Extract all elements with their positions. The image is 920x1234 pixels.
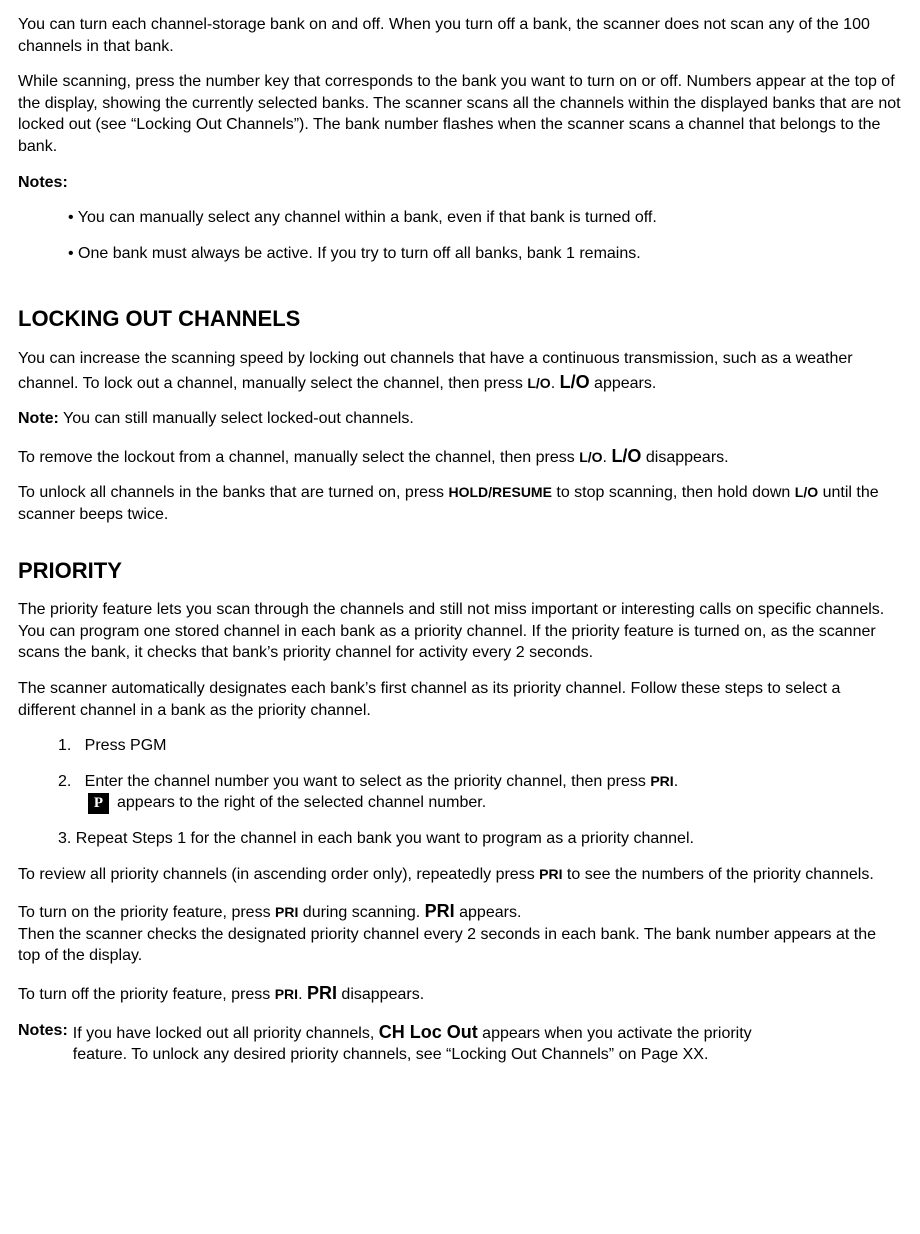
note-bullet-2: • One bank must always be active. If you…: [68, 243, 902, 265]
text-fragment: To remove the lockout from a channel, ma…: [18, 449, 579, 466]
text-fragment: 2. Enter the channel number you want to …: [58, 773, 650, 790]
locking-paragraph-1: You can increase the scanning speed by l…: [18, 348, 902, 394]
keycap-pri: PRI: [650, 773, 673, 789]
notes-list: • You can manually select any channel wi…: [68, 207, 902, 264]
text-fragment: to see the numbers of the priority chann…: [562, 866, 873, 883]
locking-paragraph-3: To unlock all channels in the banks that…: [18, 482, 902, 525]
text-fragment: If you have locked out all priority chan…: [73, 1025, 379, 1042]
keycap-pri: PRI: [275, 904, 298, 920]
text-fragment: To turn off the priority feature, press: [18, 986, 275, 1003]
locking-paragraph-2: To remove the lockout from a channel, ma…: [18, 444, 902, 469]
note-label: Note:: [18, 410, 59, 427]
heading-priority: PRIORITY: [18, 556, 902, 586]
display-indicator-pri: PRI: [425, 901, 455, 921]
priority-turn-on-paragraph-2: Then the scanner checks the designated p…: [18, 924, 902, 967]
notes-label: Notes:: [18, 1020, 68, 1066]
step-1: 1. Press PGM: [58, 735, 902, 757]
text-fragment: appears.: [590, 375, 657, 392]
keycap-lo: L/O: [579, 449, 602, 465]
display-indicator-pri: PRI: [307, 983, 337, 1003]
text-fragment: disappears.: [337, 986, 424, 1003]
text-fragment: To unlock all channels in the banks that…: [18, 484, 448, 501]
text-fragment: feature. To unlock any desired priority …: [73, 1044, 902, 1066]
note-bullet-1: • You can manually select any channel wi…: [68, 207, 902, 229]
text-fragment: during scanning.: [298, 904, 424, 921]
text-fragment: appears.: [455, 904, 522, 921]
heading-locking-out-channels: LOCKING OUT CHANNELS: [18, 304, 902, 334]
note-body: You can still manually select locked-out…: [59, 410, 414, 427]
keycap-pri: PRI: [275, 986, 298, 1002]
priority-p-icon: P: [88, 793, 109, 814]
notes-heading: Notes:: [18, 172, 902, 194]
keycap-pri: PRI: [539, 866, 562, 882]
priority-turn-on-paragraph: To turn on the priority feature, press P…: [18, 899, 902, 924]
document-page: You can turn each channel-storage bank o…: [0, 0, 920, 1234]
text-fragment: To review all priority channels (in asce…: [18, 866, 539, 883]
priority-steps: 1. Press PGM 2. Enter the channel number…: [58, 735, 902, 849]
step-2: 2. Enter the channel number you want to …: [58, 771, 902, 814]
priority-paragraph-2: The scanner automatically designates eac…: [18, 678, 902, 721]
priority-final-note: Notes: If you have locked out all priori…: [18, 1020, 902, 1066]
display-indicator-lo: L/O: [611, 446, 641, 466]
step-3: 3. Repeat Steps 1 for the channel in eac…: [58, 828, 902, 850]
text-fragment: to stop scanning, then hold down: [552, 484, 795, 501]
priority-paragraph-1: The priority feature lets you scan throu…: [18, 599, 902, 664]
priority-turn-off-paragraph: To turn off the priority feature, press …: [18, 981, 902, 1006]
text-fragment: To turn on the priority feature, press: [18, 904, 275, 921]
intro-paragraph-1: You can turn each channel-storage bank o…: [18, 14, 902, 57]
locking-note: Note: You can still manually select lock…: [18, 408, 902, 430]
keycap-lo: L/O: [795, 484, 818, 500]
text-fragment: You can increase the scanning speed by l…: [18, 350, 853, 392]
display-indicator-ch-loc-out: CH Loc Out: [379, 1022, 478, 1042]
text-fragment: appears to the right of the selected cha…: [117, 792, 486, 814]
text-fragment: appears when you activate the priority: [478, 1025, 752, 1042]
intro-paragraph-2: While scanning, press the number key tha…: [18, 71, 902, 157]
text-fragment: .: [674, 773, 678, 790]
keycap-hold-resume: HOLD/RESUME: [448, 484, 551, 500]
display-indicator-lo: L/O: [560, 372, 590, 392]
text-fragment: disappears.: [641, 449, 728, 466]
text-fragment: .: [298, 986, 307, 1003]
keycap-lo: L/O: [527, 375, 550, 391]
priority-review-paragraph: To review all priority channels (in asce…: [18, 864, 902, 886]
text-fragment: .: [551, 375, 560, 392]
